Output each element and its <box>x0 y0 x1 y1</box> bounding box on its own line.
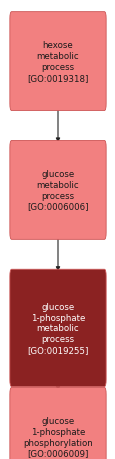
Text: glucose
1-phosphate
phosphorylation
[GO:0006009]: glucose 1-phosphate phosphorylation [GO:… <box>23 416 92 458</box>
FancyBboxPatch shape <box>10 141 105 240</box>
FancyBboxPatch shape <box>10 387 105 459</box>
Text: hexose
metabolic
process
[GO:0019318]: hexose metabolic process [GO:0019318] <box>27 41 88 83</box>
FancyBboxPatch shape <box>10 269 105 386</box>
FancyBboxPatch shape <box>10 12 105 111</box>
Text: glucose
1-phosphate
metabolic
process
[GO:0019255]: glucose 1-phosphate metabolic process [G… <box>27 302 88 354</box>
Text: glucose
metabolic
process
[GO:0006006]: glucose metabolic process [GO:0006006] <box>27 170 88 211</box>
